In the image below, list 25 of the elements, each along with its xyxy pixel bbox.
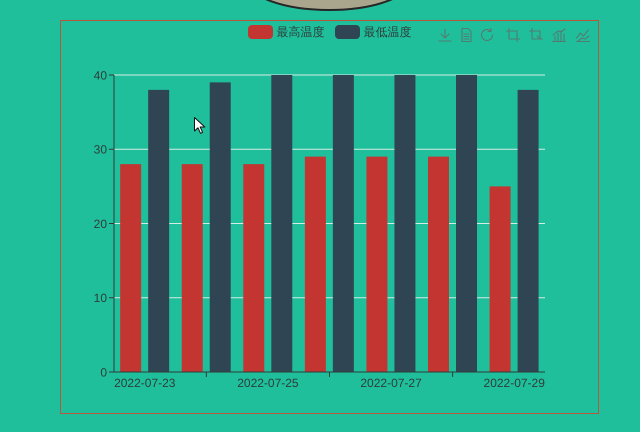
bar — [456, 75, 478, 372]
bar — [120, 164, 142, 372]
bar — [332, 75, 354, 372]
x-tick-label: 2022-07-23 — [114, 376, 176, 390]
y-tick-label: 20 — [94, 216, 108, 231]
bar — [210, 82, 231, 372]
x-tick-label: 2022-07-25 — [237, 376, 299, 390]
y-tick-label: 40 — [94, 68, 108, 82]
x-tick-label: 2022-07-29 — [484, 376, 546, 390]
bar — [490, 186, 511, 372]
bar — [271, 75, 292, 372]
bar — [148, 90, 170, 372]
legend-label: 最高温度 — [276, 25, 324, 39]
bar — [366, 156, 388, 372]
bar — [428, 156, 450, 372]
y-tick-label: 0 — [100, 365, 108, 380]
x-tick-label: 2022-07-27 — [360, 376, 422, 390]
y-tick-label: 10 — [94, 291, 108, 306]
bar — [243, 164, 264, 372]
bar — [304, 156, 326, 372]
bar — [394, 75, 416, 372]
bar — [518, 90, 539, 372]
bar — [182, 164, 203, 372]
y-tick-label: 30 — [94, 142, 108, 157]
legend-label: 最低温度 — [364, 25, 412, 39]
